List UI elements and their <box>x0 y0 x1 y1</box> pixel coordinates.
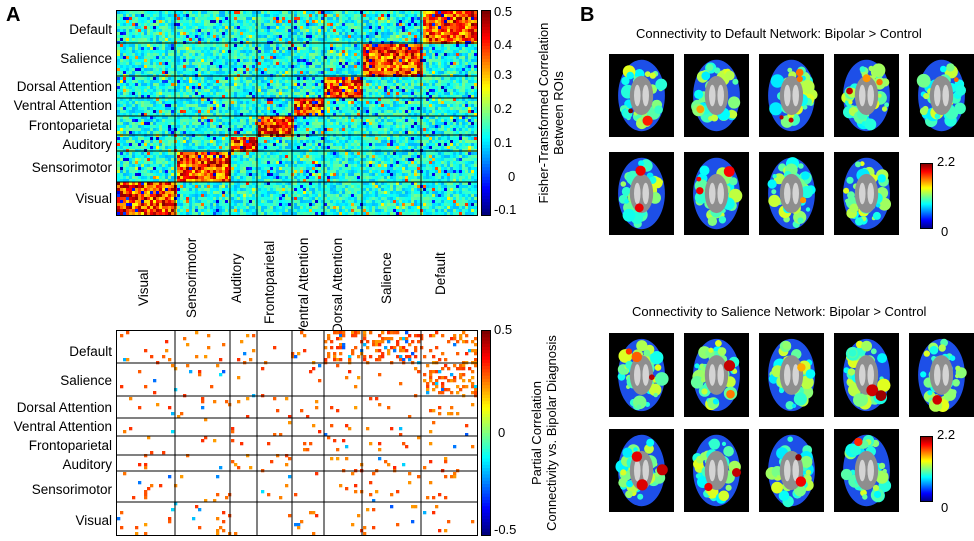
bottom-row-label-visual: Visual <box>75 513 112 529</box>
bottom-row-label-ventral-attention: Ventral Attention <box>14 419 112 435</box>
x-label-auditory: Auditory <box>229 253 245 303</box>
brain-slice-image <box>759 333 824 417</box>
top-colorbar-tick-0.4: 0.4 <box>494 37 512 52</box>
top-colorbar-title-line2: Between ROIs <box>551 13 566 213</box>
brain-slice-image <box>609 152 674 235</box>
top-row-label-frontoparietal: Frontoparietal <box>29 118 112 134</box>
x-label-default: Default <box>433 252 449 295</box>
top-row-label-salience: Salience <box>60 51 112 67</box>
brain-slice-image <box>759 429 824 512</box>
brain-slice-image <box>684 152 749 235</box>
brain-slice-image <box>684 333 749 417</box>
bottom-colorbar-title-line2: Connectivity vs. Bipolar Diagnosis <box>544 325 559 541</box>
bottom-colorbar <box>481 330 491 536</box>
matrix-cells <box>117 331 477 535</box>
top-colorbar-tick-0.5: 0.5 <box>494 4 512 19</box>
x-label-dorsal-attention: Dorsal Attention <box>330 238 346 333</box>
default-scale-max: 2.2 <box>937 154 955 169</box>
bottom-row-label-default: Default <box>69 344 112 360</box>
bottom-row-label-frontoparietal: Frontoparietal <box>29 438 112 454</box>
default-scale-bar <box>920 163 933 229</box>
top-row-label-sensorimotor: Sensorimotor <box>32 160 112 176</box>
top-colorbar-tick-0.1: 0.1 <box>494 135 512 150</box>
salience-scale-min: 0 <box>941 500 948 515</box>
bottom-row-label-salience: Salience <box>60 373 112 389</box>
brain-slice-image <box>759 54 824 137</box>
bottom-colorbar-title-line1: Partial Correlation <box>529 325 544 541</box>
brain-slice-image <box>834 429 899 512</box>
brain-slice-image <box>684 54 749 137</box>
top-colorbar <box>481 10 491 216</box>
brain-slice-image <box>834 152 899 235</box>
top-colorbar-tick-0.3: 0.3 <box>494 67 512 82</box>
panel-b-letter: B <box>580 4 594 27</box>
brain-slice-image <box>759 152 824 235</box>
top-row-label-ventral-attention: Ventral Attention <box>14 98 112 114</box>
salience-network-title: Connectivity to Salience Network: Bipola… <box>632 304 926 319</box>
brain-slice-image <box>834 54 899 137</box>
brain-slice-image <box>609 54 674 137</box>
bottom-colorbar-tick-0.5: 0.5 <box>494 322 512 337</box>
top-colorbar-tick-0: 0 <box>508 169 515 184</box>
brain-slice-image <box>609 333 674 417</box>
top-colorbar-tick-minus-0.1: -0.1 <box>494 202 516 217</box>
brain-slice-image <box>834 333 899 417</box>
default-network-title: Connectivity to Default Network: Bipolar… <box>636 26 922 41</box>
brain-slice-image <box>909 54 974 137</box>
bottom-colorbar-tick-0: 0 <box>498 425 505 440</box>
top-colorbar-title-line1: Fisher-Transformed Correlation <box>536 13 551 213</box>
bottom-row-label-auditory: Auditory <box>62 457 112 473</box>
brain-slice-image <box>609 429 674 512</box>
top-colorbar-tick-0.2: 0.2 <box>494 101 512 116</box>
salience-scale-bar <box>920 436 933 502</box>
bottom-partial-correlation-matrix <box>116 330 478 536</box>
top-row-label-default: Default <box>69 22 112 38</box>
bottom-colorbar-tick-minus-0.5: -0.5 <box>494 522 516 537</box>
x-label-frontoparietal: Frontoparietal <box>262 241 278 324</box>
x-label-visual: Visual <box>136 269 152 306</box>
top-colorbar-title: Fisher-Transformed Correlation Between R… <box>536 13 568 213</box>
top-row-label-auditory: Auditory <box>62 137 112 153</box>
x-label-sensorimotor: Sensorimotor <box>184 238 200 318</box>
x-label-ventral-attention: Ventral Attention <box>296 238 312 336</box>
matrix-cells <box>117 11 477 215</box>
top-connectivity-matrix <box>116 10 478 216</box>
bottom-row-label-dorsal-attention: Dorsal Attention <box>17 400 112 416</box>
bottom-row-label-sensorimotor: Sensorimotor <box>32 482 112 498</box>
x-label-salience: Salience <box>379 252 395 304</box>
panel-a-letter: A <box>6 4 20 27</box>
salience-scale-max: 2.2 <box>937 427 955 442</box>
default-scale-min: 0 <box>941 224 948 239</box>
top-row-label-dorsal-attention: Dorsal Attention <box>17 79 112 95</box>
bottom-colorbar-title: Partial Correlation Connectivity vs. Bip… <box>529 325 561 541</box>
top-row-label-visual: Visual <box>75 191 112 207</box>
brain-slice-image <box>684 429 749 512</box>
brain-slice-image <box>909 333 974 417</box>
